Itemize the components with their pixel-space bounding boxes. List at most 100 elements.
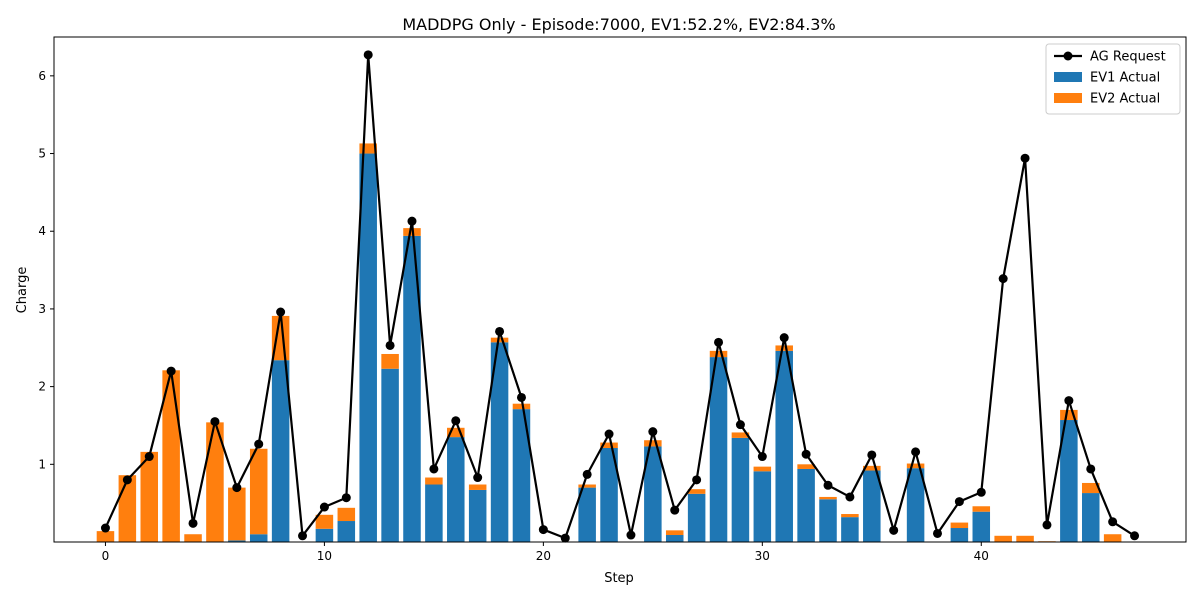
ev2-bar bbox=[162, 370, 180, 542]
ev1-bar bbox=[709, 357, 728, 542]
ag-request-point bbox=[757, 452, 767, 462]
ag-request-point bbox=[232, 483, 242, 493]
ev1-bar bbox=[665, 535, 684, 542]
ag-request-point bbox=[144, 452, 154, 462]
ev2-bar bbox=[118, 475, 137, 542]
ag-request-point bbox=[276, 307, 286, 317]
ev2-bar bbox=[731, 432, 750, 438]
ag-request-point bbox=[100, 523, 110, 533]
ag-request-point bbox=[451, 416, 461, 426]
ev2-bar bbox=[512, 403, 531, 410]
ag-request-point bbox=[298, 531, 308, 541]
ev1-bar bbox=[950, 528, 969, 542]
ag-request-point bbox=[122, 475, 132, 485]
ev1-bar bbox=[797, 468, 815, 542]
ev1-bar bbox=[512, 409, 531, 542]
ag-request-point bbox=[823, 480, 833, 490]
ev2-bar bbox=[1060, 409, 1078, 421]
ev2-bar bbox=[665, 530, 684, 536]
legend: AG Request EV1 Actual EV2 Actual bbox=[1045, 43, 1181, 115]
ev2-bar bbox=[381, 353, 399, 369]
ev2-bar bbox=[819, 496, 837, 500]
ag-request-point bbox=[495, 326, 505, 336]
ev1-bar bbox=[468, 489, 487, 542]
legend-bar-swatch bbox=[1054, 72, 1082, 82]
y-tick-label: 3 bbox=[38, 302, 46, 316]
ev2-bar bbox=[425, 477, 443, 485]
ag-request-point bbox=[845, 492, 855, 502]
ev1-bar bbox=[644, 446, 662, 542]
ev1-bar bbox=[753, 471, 772, 542]
ag-request-point bbox=[954, 497, 964, 507]
ev2-bar bbox=[249, 448, 268, 535]
ev1-bar bbox=[490, 342, 509, 542]
y-tick-label: 6 bbox=[38, 69, 46, 83]
ag-request-point bbox=[1086, 464, 1096, 474]
ag-request-point bbox=[210, 417, 220, 427]
ev1-bar bbox=[249, 534, 268, 542]
ev1-bar bbox=[315, 528, 334, 542]
ev1-bar bbox=[425, 484, 443, 542]
ev2-bar bbox=[1016, 535, 1034, 542]
ev1-bar bbox=[381, 368, 399, 542]
ev1-bar bbox=[359, 153, 377, 543]
ev2-bar bbox=[468, 484, 487, 490]
ag-request-point bbox=[626, 530, 636, 540]
ev2-bar bbox=[140, 451, 159, 542]
ag-request-point bbox=[648, 427, 658, 437]
ev2-bar bbox=[578, 484, 596, 488]
ag-request-point bbox=[889, 525, 899, 535]
ev2-bar bbox=[687, 489, 706, 494]
y-tick-label: 1 bbox=[38, 457, 46, 471]
ev2-bar bbox=[1103, 534, 1122, 542]
legend-label: AG Request bbox=[1090, 50, 1166, 65]
x-tick-label: 40 bbox=[974, 549, 989, 563]
chart-title: MADDPG Only - Episode:7000, EV1:52.2%, E… bbox=[402, 15, 835, 34]
ag-request-point bbox=[1108, 517, 1118, 527]
axes: 0 10 20 30 40 1 2 3 4 5 6 bbox=[38, 36, 1187, 563]
ev1-bar bbox=[271, 360, 290, 542]
y-tick-label: 4 bbox=[38, 224, 46, 238]
ag-request-point bbox=[670, 505, 680, 515]
ag-request-point bbox=[429, 464, 439, 474]
ev2-bar bbox=[228, 487, 246, 541]
ag-request-point bbox=[188, 518, 198, 528]
ev2-bar bbox=[184, 534, 202, 542]
ag-request-point bbox=[363, 50, 373, 60]
ev1-bar bbox=[1081, 493, 1100, 542]
ag-request-point bbox=[560, 533, 570, 543]
ag-request-point bbox=[166, 366, 176, 376]
ev1-bar bbox=[600, 447, 618, 542]
ev1-bar bbox=[228, 540, 246, 542]
ag-request-point bbox=[254, 439, 264, 449]
ag-request-point bbox=[1130, 531, 1140, 541]
ag-request-point bbox=[538, 525, 548, 535]
ag-request-point bbox=[319, 502, 329, 512]
ev1-bar bbox=[1060, 420, 1078, 542]
ag-request-point bbox=[1042, 520, 1052, 530]
y-tick-label: 2 bbox=[38, 380, 46, 394]
ag-request-point bbox=[867, 450, 877, 460]
ag-request-point bbox=[1020, 153, 1030, 163]
ev2-bar bbox=[775, 345, 793, 351]
ev2-bar bbox=[863, 465, 881, 471]
ag-request-point bbox=[998, 274, 1008, 284]
ag-request-point bbox=[735, 420, 745, 430]
ev1-bar bbox=[906, 468, 925, 542]
ev2-bar bbox=[600, 442, 618, 448]
ev1-bar bbox=[972, 511, 991, 542]
ev2-bar bbox=[490, 337, 509, 343]
ev2-bar bbox=[709, 350, 728, 358]
ev2-bar bbox=[797, 464, 815, 469]
ev2-bar bbox=[753, 466, 772, 472]
ag-request-point bbox=[604, 429, 614, 439]
x-tick-label: 20 bbox=[536, 549, 551, 563]
ev2-bar bbox=[96, 531, 115, 542]
ev2-bar bbox=[359, 143, 377, 154]
ag-request-point bbox=[516, 392, 526, 402]
x-tick-label: 10 bbox=[317, 549, 332, 563]
ag-request-point bbox=[1064, 396, 1074, 406]
ev1-bar bbox=[447, 437, 465, 542]
ag-request-point bbox=[341, 493, 351, 503]
